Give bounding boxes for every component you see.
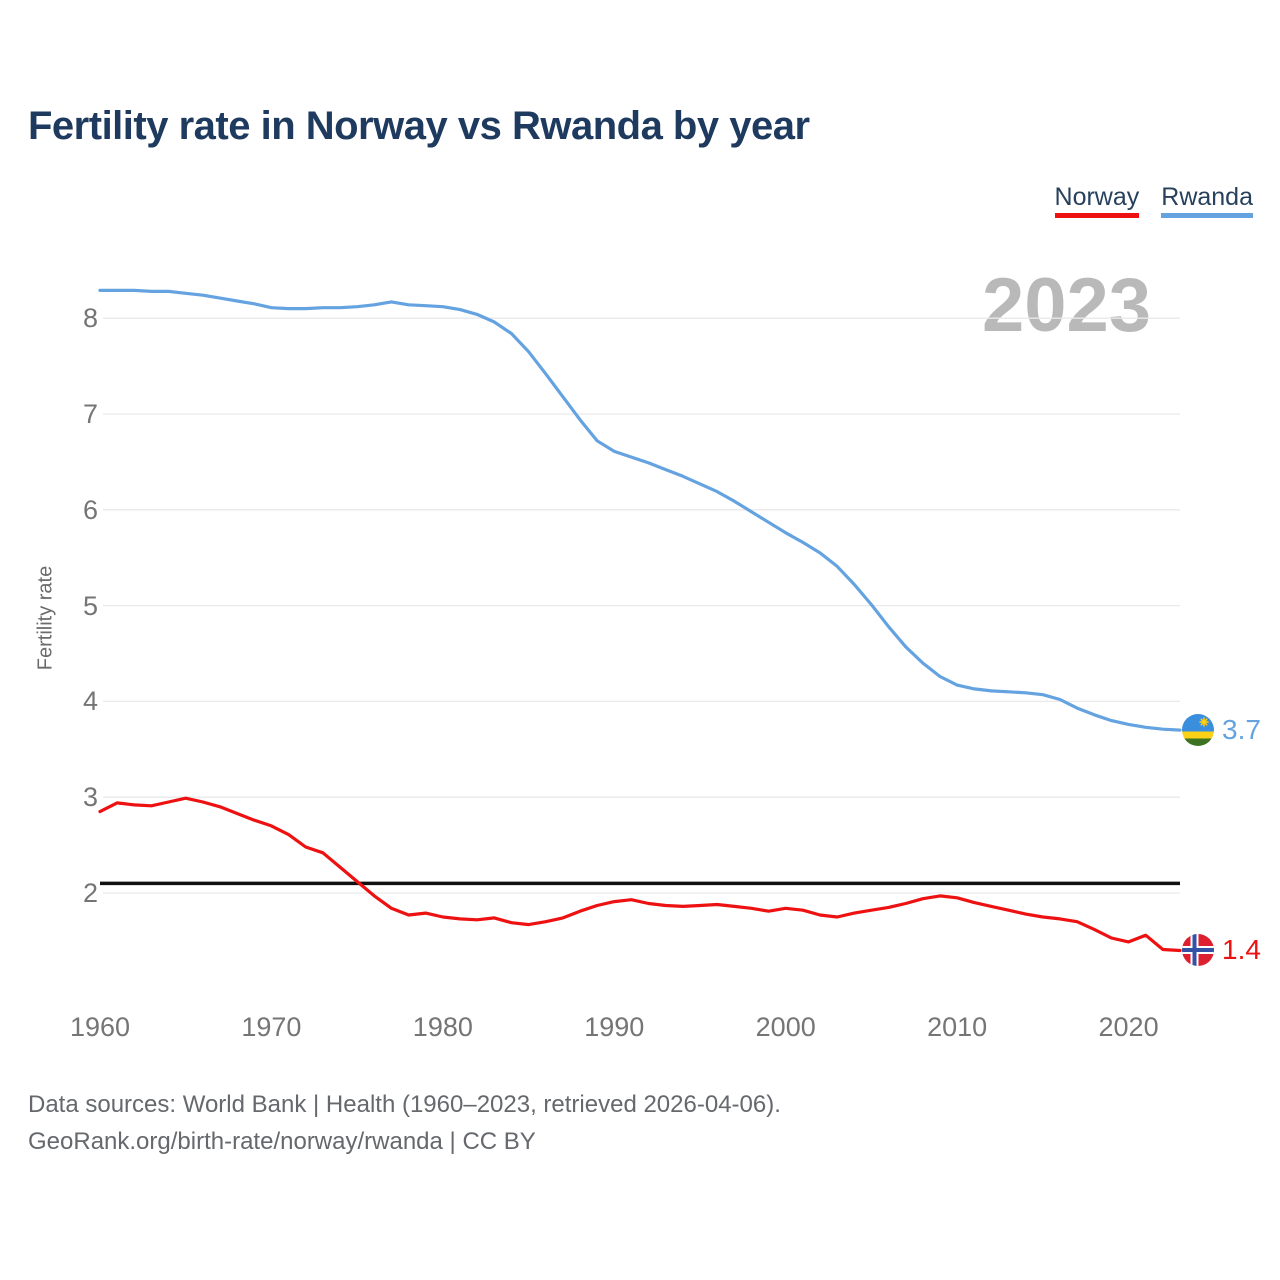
x-tick-2010: 2010 [927,1012,988,1042]
x-tick-1980: 1980 [412,1012,473,1042]
legend-underline-rwanda [1161,213,1253,218]
legend: Norway Rwanda [1054,183,1253,218]
y-tick-2: 2 [82,878,98,908]
y-axis-title: Fertility rate [34,565,57,671]
rwanda-end-label: 3.7 [1182,714,1261,747]
x-tick-1960: 1960 [69,1012,131,1042]
norway-line [98,796,1182,953]
watermark-year: 2023 [982,263,1152,348]
legend-item-norway[interactable]: Norway [1054,183,1140,218]
y-tick-3: 3 [82,782,98,813]
legend-underline-norway [1054,213,1140,218]
page-title: Fertility rate in Norway vs Rwanda by ye… [28,104,810,148]
legend-label-rwanda: Rwanda [1161,183,1253,211]
rwanda-line [98,288,1182,732]
x-tick-1990: 1990 [584,1012,645,1042]
x-tick-2020: 2020 [1098,1012,1159,1042]
y-tick-5: 5 [82,590,98,621]
legend-item-rwanda[interactable]: Rwanda [1161,184,1253,218]
y-tick-7: 7 [82,399,98,429]
footer: Data sources: World Bank | Health (1960–… [28,1086,781,1160]
x-tick-1970: 1970 [241,1012,302,1042]
y-tick-6: 6 [82,494,98,525]
x-tick-2000: 2000 [755,1012,816,1042]
y-tick-4: 4 [82,686,98,717]
footer-sources: Data sources: World Bank | Health (1960–… [28,1091,781,1118]
norway-end-value: 1.4 [1222,934,1261,966]
footer-attribution: GeoRank.org/birth-rate/norway/rwanda | C… [28,1128,536,1155]
norway-flag-icon [1182,934,1214,967]
rwanda-end-value: 3.7 [1222,714,1261,746]
rwanda-flag-icon [1182,714,1214,747]
norway-end-label: 1.4 [1182,934,1261,967]
legend-label-norway: Norway [1054,183,1140,211]
y-tick-8: 8 [82,303,98,334]
